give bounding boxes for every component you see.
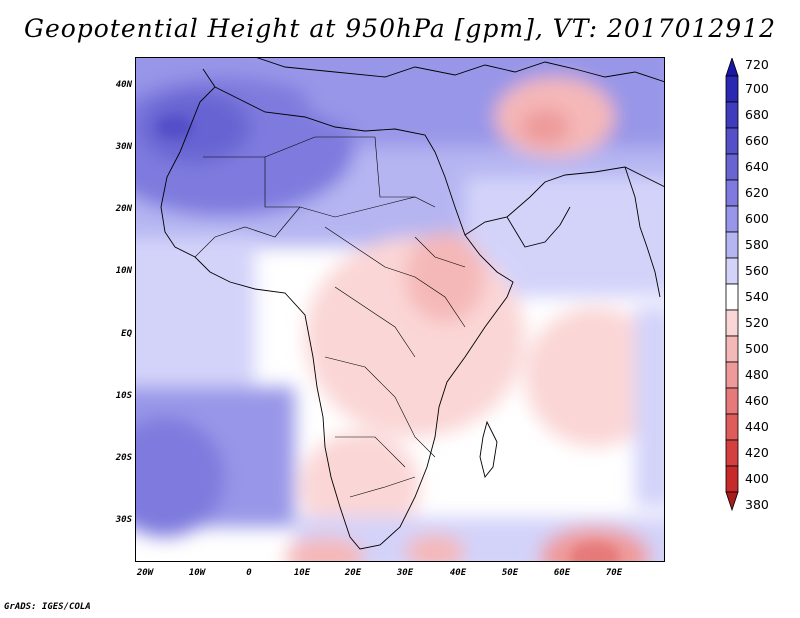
- lon-label: 10E: [293, 568, 311, 578]
- lon-label: 10W: [188, 568, 206, 578]
- colorbar-swatch: [725, 127, 739, 155]
- credit-text: GrADS: IGES/COLA: [4, 602, 91, 612]
- lat-label: 30S: [115, 515, 132, 525]
- map-title: Geopotential Height at 950hPa [gpm], VT:…: [23, 14, 777, 43]
- colorbar-swatch: [725, 387, 739, 415]
- lat-label: 10N: [115, 266, 132, 276]
- lon-label: 0: [246, 568, 252, 578]
- colorbar-top-arrow: [725, 58, 739, 77]
- map-frame-border: [135, 57, 665, 562]
- colorbar-level-label: 700: [745, 81, 769, 96]
- colorbar-level-label: 380: [745, 497, 769, 512]
- colorbar-swatch: [725, 257, 739, 285]
- colorbar-swatch: [725, 231, 739, 259]
- lat-label: 20N: [115, 204, 132, 214]
- lon-label: 20W: [136, 568, 154, 578]
- colorbar-level-label: 460: [745, 393, 769, 408]
- colorbar-level-label: 720: [745, 57, 769, 72]
- colorbar-level-label: 640: [745, 159, 769, 174]
- colorbar-swatch: [725, 179, 739, 207]
- colorbar-swatch: [725, 101, 739, 129]
- colorbar: [725, 58, 739, 512]
- colorbar-level-label: 560: [745, 263, 769, 278]
- colorbar-swatch: [725, 205, 739, 233]
- lat-label: EQ: [121, 329, 132, 339]
- colorbar-level-label: 480: [745, 367, 769, 382]
- map-plot: [135, 57, 665, 562]
- colorbar-swatch: [725, 75, 739, 103]
- colorbar-level-label: 600: [745, 211, 769, 226]
- colorbar-level-label: 620: [745, 185, 769, 200]
- colorbar-level-label: 400: [745, 471, 769, 486]
- lon-label: 70E: [605, 568, 623, 578]
- colorbar-bottom-arrow: [725, 491, 739, 512]
- colorbar-swatch: [725, 439, 739, 467]
- lon-label: 20E: [344, 568, 362, 578]
- colorbar-swatch: [725, 465, 739, 493]
- border-layer: [194, 136, 466, 498]
- colorbar-level-label: 540: [745, 289, 769, 304]
- colorbar-swatch: [725, 153, 739, 181]
- colorbar-level-label: 680: [745, 107, 769, 122]
- map-panel: [135, 57, 665, 562]
- lon-label: 60E: [553, 568, 571, 578]
- colorbar-level-label: 520: [745, 315, 769, 330]
- colorbar-level-label: 420: [745, 445, 769, 460]
- colorbar-swatch: [725, 283, 739, 311]
- colorbar-swatch: [725, 413, 739, 441]
- colorbar-level-label: 580: [745, 237, 769, 252]
- lon-label: 40E: [449, 568, 467, 578]
- colorbar-level-label: 500: [745, 341, 769, 356]
- lat-label: 20S: [115, 453, 132, 463]
- height-field: [135, 57, 665, 562]
- colorbar-level-label: 440: [745, 419, 769, 434]
- colorbar-swatch: [725, 361, 739, 389]
- lat-label: 40N: [115, 80, 132, 90]
- colorbar-swatch: [725, 309, 739, 337]
- lat-label: 30N: [115, 142, 132, 152]
- coastline-layer: [160, 57, 665, 550]
- lon-label: 30E: [396, 568, 414, 578]
- colorbar-level-label: 660: [745, 133, 769, 148]
- colorbar-swatch: [725, 335, 739, 363]
- lon-label: 50E: [501, 568, 519, 578]
- lat-label: 10S: [115, 391, 132, 401]
